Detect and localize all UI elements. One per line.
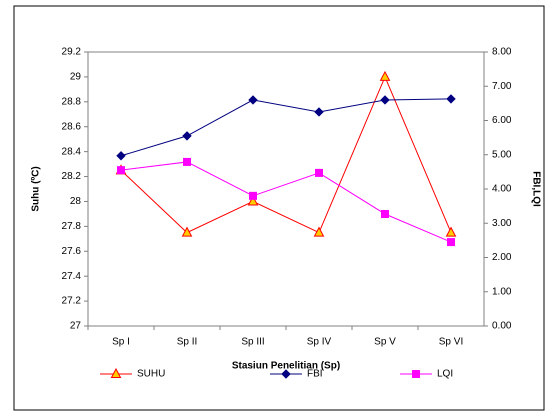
y-tick-label: 28.4: [62, 146, 82, 157]
y2-tick-label: 2.00: [492, 252, 512, 263]
legend-marker: [281, 369, 291, 379]
y2-axis-label: FBI,LQI: [530, 171, 541, 207]
x-tick-label: Sp I: [112, 337, 130, 348]
series-line: [120, 98, 452, 157]
y-tick-label: 27.8: [62, 221, 82, 232]
y-tick-label: 29.2: [62, 47, 82, 58]
marker: [116, 151, 126, 161]
x-axis-label: Stasiun Penelitian (Sp): [232, 361, 340, 372]
y2-tick-label: 3.00: [492, 218, 512, 229]
marker: [183, 157, 191, 166]
y-tick-label: 27.6: [62, 246, 82, 257]
marker: [445, 226, 457, 237]
y2-tick-label: 6.00: [492, 115, 512, 126]
y-tick-label: 28.8: [62, 96, 82, 107]
y2-tick-label: 5.00: [492, 149, 512, 160]
y2-tick-label: 7.00: [492, 81, 512, 92]
marker: [182, 131, 192, 141]
x-tick-label: Sp IV: [307, 337, 332, 348]
y-tick-label: 27.2: [62, 296, 82, 307]
marker: [314, 107, 324, 117]
marker: [249, 191, 257, 200]
x-tick-label: Sp VI: [439, 337, 463, 348]
series-line: [120, 161, 452, 243]
marker: [313, 226, 325, 237]
y-tick-label: 28.6: [62, 121, 82, 132]
legend-label: LQI: [437, 369, 453, 380]
marker: [247, 195, 259, 206]
marker: [117, 166, 125, 175]
y2-tick-label: 4.00: [492, 184, 512, 195]
marker: [446, 94, 456, 104]
y-tick-label: 27.4: [62, 271, 82, 282]
x-tick-label: Sp III: [241, 337, 264, 348]
marker: [315, 168, 323, 177]
y-axis-label: Suhu (ºC): [31, 166, 42, 211]
marker: [379, 70, 391, 81]
series-line: [120, 75, 452, 234]
x-tick-label: Sp II: [177, 337, 198, 348]
plot-area: [87, 51, 485, 327]
marker: [181, 226, 193, 237]
legend-marker: [110, 367, 122, 378]
y-tick-label: 29: [70, 72, 82, 83]
legend-label: SUHU: [137, 369, 165, 380]
marker: [447, 238, 455, 247]
legend-label: FBI: [307, 369, 323, 380]
y-tick-label: 27: [70, 321, 82, 332]
y2-tick-label: 8.00: [492, 47, 512, 58]
marker: [248, 95, 258, 105]
y-tick-label: 28.2: [62, 171, 82, 182]
y-tick-label: 28: [70, 196, 82, 207]
x-tick-label: Sp V: [374, 337, 396, 348]
legend-marker: [412, 370, 420, 378]
marker: [381, 210, 389, 219]
y2-tick-label: 1.00: [492, 286, 512, 297]
y2-tick-label: 0.00: [492, 321, 512, 332]
marker: [380, 95, 390, 105]
